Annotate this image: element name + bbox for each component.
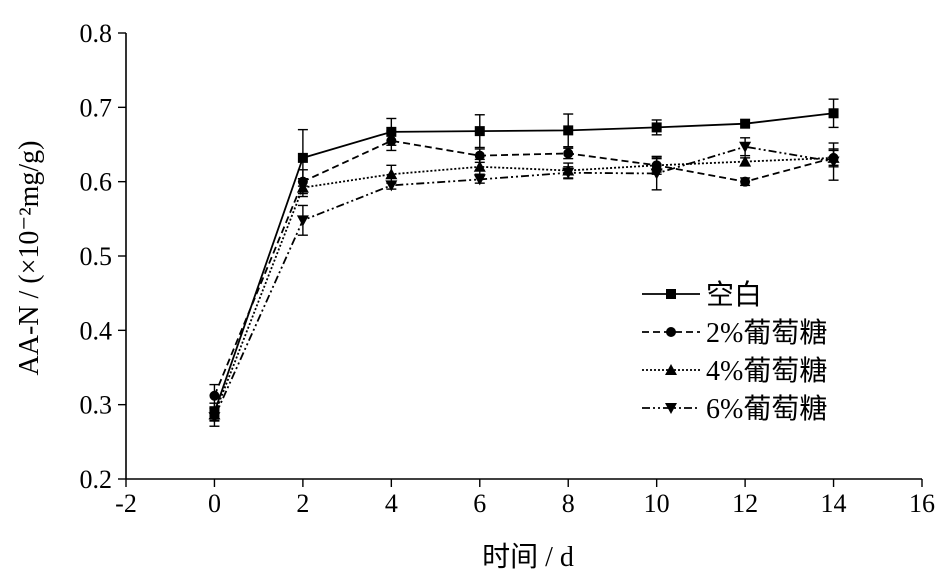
data-point-marker — [208, 412, 221, 424]
legend-label: 空白 — [706, 279, 762, 311]
data-point-marker — [827, 156, 840, 168]
legend-item: 空白 — [642, 279, 762, 311]
data-point-marker — [297, 152, 308, 163]
legend-item: 2%葡萄糖 — [642, 317, 827, 349]
x-tick-label: 4 — [385, 489, 398, 518]
y-axis-title: AA-N / (×10⁻²mg/g) — [14, 141, 45, 376]
x-tick-label: 2 — [296, 489, 309, 518]
data-point-marker — [666, 289, 676, 299]
data-point-marker — [563, 125, 574, 136]
x-tick-label: 16 — [909, 489, 935, 518]
data-point-marker — [739, 155, 752, 167]
series-line — [213, 139, 834, 397]
legend-label: 2%葡萄糖 — [706, 317, 827, 349]
data-point-marker — [296, 181, 309, 193]
y-tick-label: 0.5 — [80, 242, 113, 271]
legend-item: 4%葡萄糖 — [642, 355, 827, 387]
x-tick-label: 8 — [562, 489, 575, 518]
data-point-marker — [650, 168, 663, 180]
y-tick-label: 0.2 — [80, 465, 113, 494]
data-point-marker — [386, 135, 397, 146]
data-point-marker — [209, 390, 220, 401]
x-axis-title: 时间 / d — [482, 541, 574, 573]
y-tick-label: 0.4 — [80, 316, 113, 345]
x-axis-ticks: -2 0 2 4 6 8 10 12 14 16 — [115, 479, 935, 518]
data-point-marker — [296, 215, 309, 227]
series-line — [213, 156, 834, 415]
series-4 — [208, 137, 840, 427]
data-point-marker — [562, 167, 575, 179]
series-line — [213, 112, 834, 413]
data-point-marker — [473, 160, 486, 172]
data-point-marker — [740, 118, 751, 129]
data-point-marker — [563, 148, 574, 159]
data-point-marker — [473, 174, 486, 186]
x-tick-label: 10 — [644, 489, 670, 518]
y-axis-ticks: 0.2 0.3 0.4 0.5 0.6 0.7 0.8 — [80, 19, 126, 494]
data-point-marker — [739, 141, 752, 153]
series-line — [213, 145, 834, 418]
data-point-marker — [665, 364, 677, 375]
y-tick-label: 0.6 — [80, 168, 113, 197]
data-point-marker — [740, 176, 751, 187]
y-tick-label: 0.7 — [80, 93, 113, 122]
data-point-marker — [474, 150, 485, 161]
data-point-marker — [666, 327, 676, 337]
data-point-marker — [474, 126, 485, 137]
y-tick-label: 0.8 — [80, 19, 113, 48]
data-point-marker — [828, 108, 839, 119]
legend: 空白 2%葡萄糖 4%葡萄糖 6%葡萄糖 — [642, 279, 827, 425]
x-tick-label: 0 — [208, 489, 221, 518]
data-point-marker — [385, 180, 398, 192]
legend-label: 6%葡萄糖 — [706, 393, 827, 425]
x-tick-label: -2 — [115, 489, 137, 518]
data-point-marker — [651, 122, 662, 133]
x-tick-label: 6 — [473, 489, 486, 518]
data-point-marker — [665, 403, 677, 414]
data-point-marker — [385, 168, 398, 180]
y-tick-label: 0.3 — [80, 391, 113, 420]
legend-label: 4%葡萄糖 — [706, 355, 827, 387]
legend-item: 6%葡萄糖 — [642, 393, 827, 425]
x-tick-label: 12 — [732, 489, 758, 518]
series-layer — [208, 98, 840, 427]
x-tick-label: 14 — [821, 489, 847, 518]
